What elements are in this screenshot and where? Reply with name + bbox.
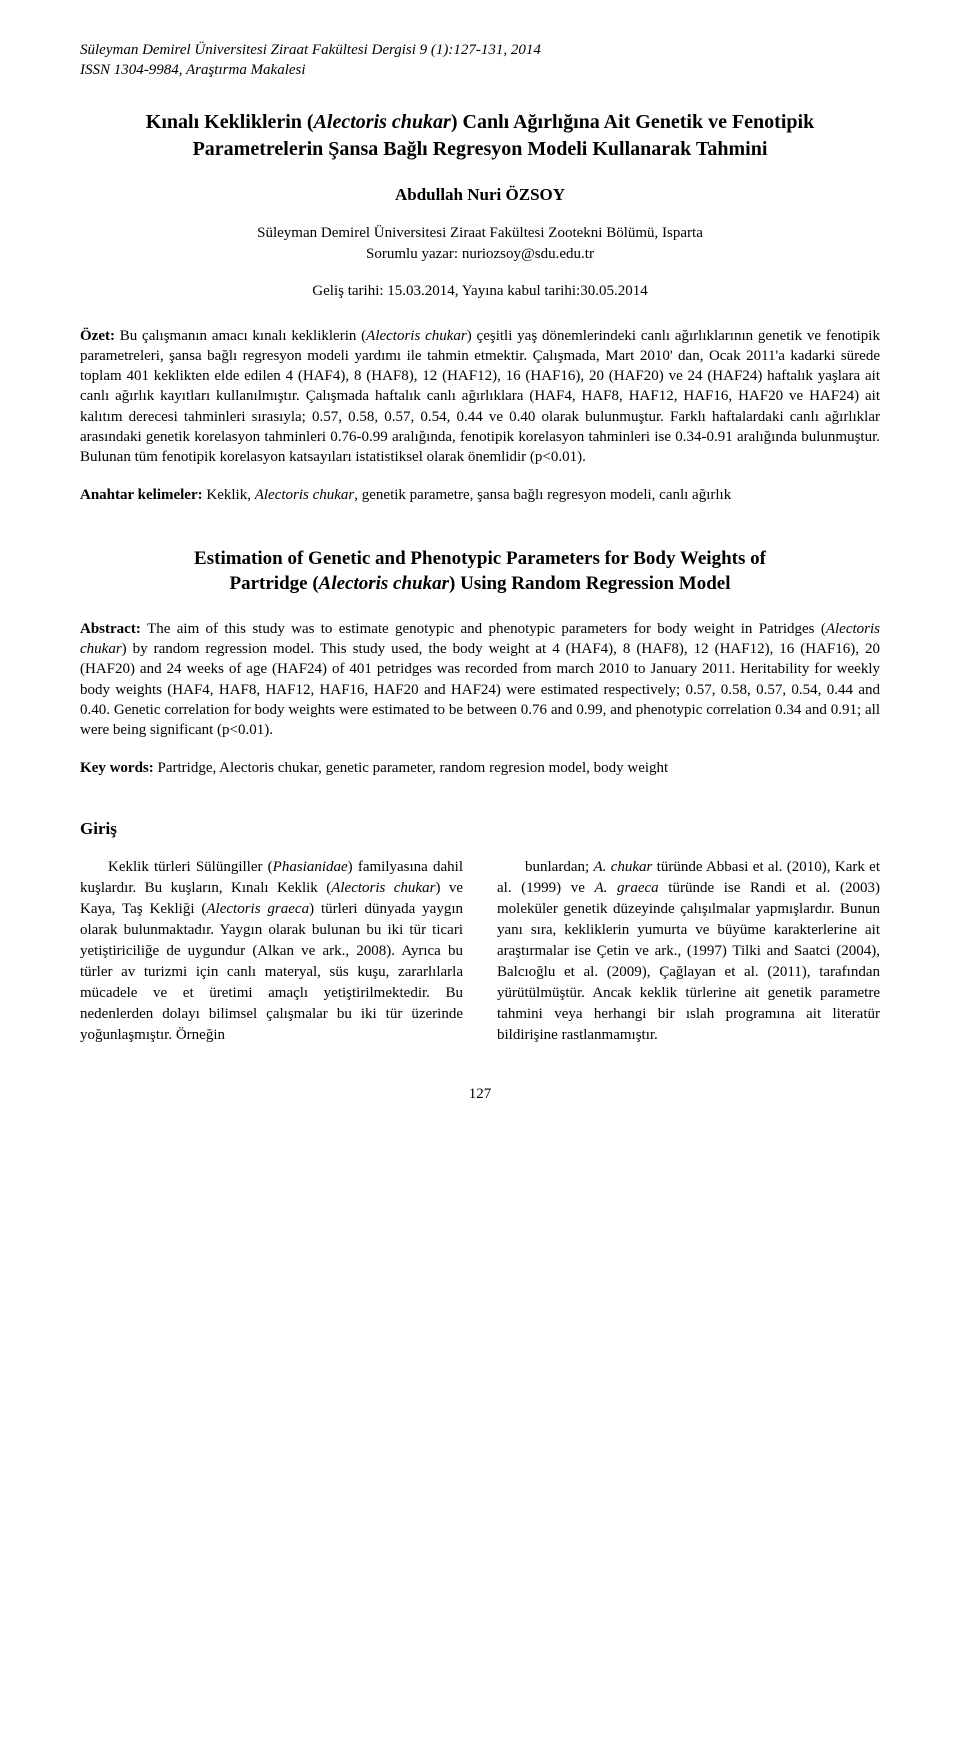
bl-t4: ) türleri dünyada yaygın olarak bulunmak… [80,901,463,1043]
br-i2: A. graeca [595,880,659,896]
br-t3: türünde ise Randi et al. (2003) moleküle… [497,880,880,1043]
abstract-tr-label: Özet: [80,328,120,344]
body-col-right: bunlardan; A. chukar türünde Abbasi et a… [497,857,880,1046]
body-right-para: bunlardan; A. chukar türünde Abbasi et a… [497,857,880,1046]
article-title-turkish: Kınalı Kekliklerin (Alectoris chukar) Ca… [90,109,870,163]
kw-tr-species: Alectoris chukar [255,487,355,503]
body-col-left: Keklik türleri Sülüngiller (Phasianidae)… [80,857,463,1046]
abstract-en-t2: ) by random regression model. This study… [80,641,880,738]
kw-en-label: Key words: [80,760,158,776]
kw-tr-label: Anahtar kelimeler: [80,487,206,503]
bl-i1: Phasianidae [273,859,348,875]
bl-i2: Alectoris chukar [331,880,435,896]
bl-t1: Keklik türleri Sülüngiller ( [108,859,273,875]
journal-citation: Süleyman Demirel Üniversitesi Ziraat Fak… [80,40,880,60]
kw-en-text: Partridge, Alectoris chukar, genetic par… [158,760,669,776]
abstract-tr-species: Alectoris chukar [366,328,467,344]
submission-dates: Geliş tarihi: 15.03.2014, Yayına kabul t… [80,283,880,300]
title-tr-a: Kınalı Kekliklerin ( [146,111,314,133]
title-en-species: Alectoris chukar [319,573,449,594]
section-heading-intro: Giriş [80,819,880,839]
corresponding-author: Sorumlu yazar: nuriozsoy@sdu.edu.tr [80,244,880,265]
title-tr-species: Alectoris chukar [314,111,451,133]
title-en-l2a: Partridge ( [229,573,318,594]
page-number: 127 [80,1086,880,1103]
kw-tr-t1: Keklik, [206,487,254,503]
title-en-l2b: ) Using Random Regression Model [449,573,731,594]
abstract-english: Abstract: The aim of this study was to e… [80,619,880,741]
abstract-tr-t1: Bu çalışmanın amacı kınalı kekliklerin ( [120,328,366,344]
keywords-turkish: Anahtar kelimeler: Keklik, Alectoris chu… [80,485,880,505]
body-left-para: Keklik türleri Sülüngiller (Phasianidae)… [80,857,463,1046]
abstract-turkish: Özet: Bu çalışmanın amacı kınalı keklikl… [80,326,880,468]
affiliation-line: Süleyman Demirel Üniversitesi Ziraat Fak… [80,223,880,244]
affiliation-block: Süleyman Demirel Üniversitesi Ziraat Fak… [80,223,880,265]
body-columns: Keklik türleri Sülüngiller (Phasianidae)… [80,857,880,1046]
title-en-l1: Estimation of Genetic and Phenotypic Par… [194,548,766,569]
abstract-en-label: Abstract: [80,621,147,637]
bl-i3: Alectoris graeca [206,901,309,917]
article-title-english: Estimation of Genetic and Phenotypic Par… [100,546,860,597]
abstract-tr-t2: ) çeşitli yaş dönemlerindeki canlı ağırl… [80,328,880,466]
author-name: Abdullah Nuri ÖZSOY [80,185,880,205]
br-t1: bunlardan; [525,859,593,875]
abstract-en-t1: The aim of this study was to estimate ge… [147,621,826,637]
br-i1: A. chukar [593,859,652,875]
keywords-english: Key words: Partridge, Alectoris chukar, … [80,758,880,778]
journal-header: Süleyman Demirel Üniversitesi Ziraat Fak… [80,40,880,81]
journal-issn: ISSN 1304-9984, Araştırma Makalesi [80,60,880,80]
kw-tr-t2: , genetik parametre, şansa bağlı regresy… [354,487,731,503]
